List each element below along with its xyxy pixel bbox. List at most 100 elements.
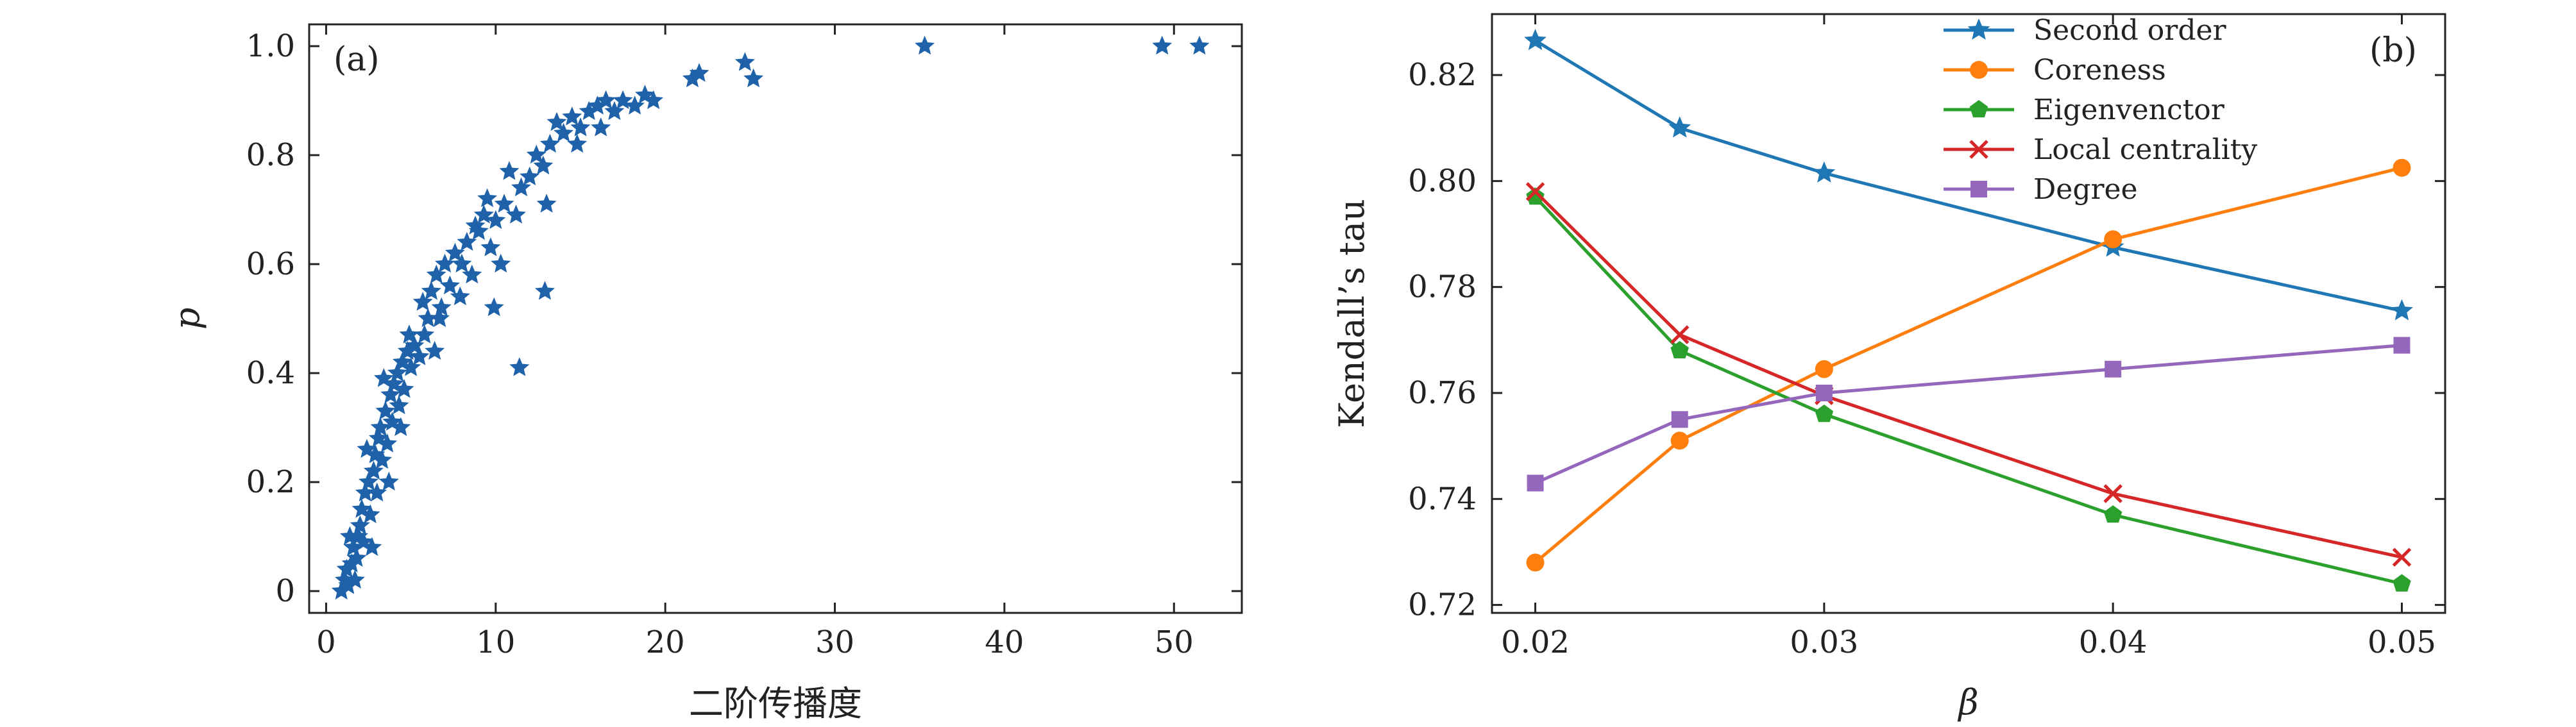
series-point [2105,360,2122,378]
scatter-point [426,264,446,284]
y-tick-label-b: 0.80 [1408,163,1477,199]
y-tick-label-b: 0.72 [1408,587,1477,623]
series-point [1670,340,1689,358]
scatter-point [372,449,393,469]
series-point [1526,553,1545,572]
scatter-point [350,515,370,535]
x-tick-label-b: 0.05 [2368,624,2436,660]
x-tick-label-b: 0.04 [2079,624,2148,660]
scatter-point [375,401,396,420]
scatter-point [591,117,611,137]
legend-marker [1970,181,1987,197]
y-tick-label-a: 1.0 [246,28,295,64]
y-tick-label-a: 0.2 [246,464,295,500]
scatter-point [370,417,391,437]
x-tick-label-b: 0.03 [1790,624,1858,660]
scatter-point [567,133,588,153]
series-point [2391,299,2413,321]
x-axis-label-b: β [1957,682,1978,723]
series-point [1524,28,1546,51]
scatter-point [562,106,582,126]
scatter-point [380,384,401,404]
scatter-point [625,96,645,115]
scatter-point [360,504,380,524]
x-tick-label-a: 0 [316,624,336,660]
legend-marker [1969,140,1988,159]
series-point [1527,474,1544,492]
y-tick-label-a: 0.4 [246,355,295,391]
scatter-plot-frame [308,23,1243,614]
line-axis-ticks: 0.02 0.03 0.04 0.05 0.72 0.74 0.76 0.78 0.80 0.82 [1408,14,2445,660]
series-point [1815,405,1834,422]
series-line [1534,39,2403,313]
scatter-point [520,166,540,186]
scatter-point [533,155,554,175]
series-line [1534,344,2402,485]
scatter-point [430,308,450,328]
x-tick-label-a: 40 [985,624,1024,660]
scatter-point [431,297,452,317]
scatter-point [511,177,531,197]
scatter-point [534,281,555,300]
series-point [1668,116,1691,138]
scatter-point [494,194,514,213]
x-tick-label-a: 50 [1155,624,1194,660]
scatter-point [367,482,387,502]
scatter-point [401,357,421,376]
series-point [2393,574,2411,592]
scatter-point [359,471,379,491]
legend: Second order Coreness Eigenvenctor Local ce… [1944,14,2257,206]
scatter-point [465,215,486,235]
scatter-point [480,237,501,256]
scatter-point [570,117,591,137]
line-panel-b: 0.02 0.03 0.04 0.05 0.72 0.74 0.76 0.78 0.80 0.82… [1332,13,2446,723]
series-point [1815,384,1833,401]
scatter-points [331,35,1210,600]
scatter-point [377,433,398,453]
scatter-point [915,35,935,55]
legend-marker [1970,61,1988,79]
scatter-point [491,253,511,273]
y-axis-label-a: p [167,308,207,330]
series-point [2393,337,2411,354]
series-point [1670,431,1689,450]
scatter-point [391,417,411,437]
x-tick-label-a: 20 [646,624,685,660]
scatter-point [462,264,482,284]
scatter-point [604,101,625,121]
series-point [1525,182,1545,201]
legend-label: Eigenvenctor [2033,94,2225,126]
x-tick-label-a: 30 [815,624,854,660]
y-tick-label-b: 0.78 [1408,269,1477,305]
scatter-point [499,161,520,180]
series-point [2103,505,2123,523]
scatter-point [450,286,470,306]
legend-label: Second order [2033,14,2227,47]
scatter-point [486,210,506,230]
scatter-point [425,340,445,360]
y-tick-label-a: 0.6 [246,246,295,282]
panel-label-b: (b) [2369,31,2417,70]
scatter-point [539,133,560,153]
series-point [1815,360,1833,378]
series-point [2103,484,2123,503]
series-point [1670,325,1690,344]
scatter-point [357,439,377,458]
legend-label: Coreness [2033,54,2166,87]
scatter-point [434,253,455,273]
scatter-point [643,90,664,110]
scatter-point [484,297,504,317]
scatter-panel-a: 0 10 20 30 40 50 0 0.2 0.4 0.6 0.8 1.0 (a) 二阶传播度 p [167,23,1243,724]
scatter-point [344,569,365,589]
scatter-point [394,379,414,398]
scatter-point [536,194,557,213]
legend-label: Degree [2033,173,2138,206]
scatter-point [689,63,709,82]
x-tick-label-b: 0.02 [1501,624,1570,660]
scatter-point [373,368,394,387]
scatter-point [362,537,382,556]
scatter-point [596,90,616,110]
scatter-point [412,292,433,311]
series-point [1813,161,1836,183]
